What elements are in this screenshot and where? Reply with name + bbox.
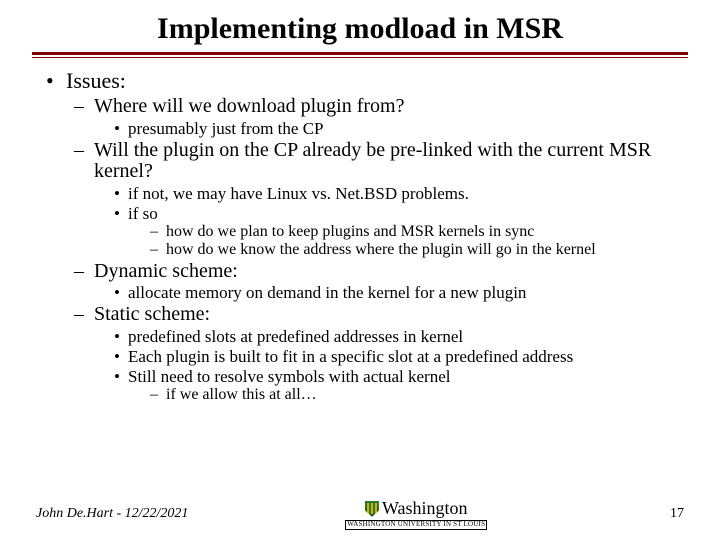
- l1-text: Issues:: [66, 68, 126, 93]
- l2-text: Dynamic scheme:: [94, 260, 238, 282]
- page-number: 17: [644, 506, 684, 522]
- l3-text: Still need to resolve symbols with actua…: [128, 367, 450, 386]
- l3-text: predefined slots at predefined addresses…: [128, 327, 463, 346]
- l3-text: allocate memory on demand in the kernel …: [128, 283, 526, 302]
- l3-text: Each plugin is built to fit in a specifi…: [128, 347, 573, 366]
- footer: John De.Hart - 12/22/2021 Washington WAS…: [0, 498, 720, 530]
- footer-logo: Washington WASHINGTON UNIVERSITY IN ST L…: [188, 498, 644, 530]
- l2-text: Static scheme:: [94, 303, 210, 325]
- footer-university: Washington: [382, 498, 468, 519]
- slide-title: Implementing modload in MSR: [36, 12, 684, 46]
- l2-text: Where will we download plugin from?: [94, 95, 404, 117]
- l4-text: if we allow this at all…: [166, 386, 317, 403]
- bullet-list: Issues: Where will we download plugin fr…: [40, 68, 684, 404]
- l3-text: if so: [128, 204, 158, 223]
- footer-university-sub: WASHINGTON UNIVERSITY IN ST LOUIS: [345, 520, 487, 530]
- l3-text: if not, we may have Linux vs. Net.BSD pr…: [128, 184, 469, 203]
- l2-text: Will the plugin on the CP already be pre…: [94, 139, 651, 183]
- footer-author-date: John De.Hart - 12/22/2021: [36, 506, 188, 522]
- shield-icon: [365, 501, 379, 517]
- l3-text: presumably just from the CP: [128, 119, 323, 138]
- l4-text: how do we know the address where the plu…: [166, 241, 596, 258]
- title-underline: [32, 52, 688, 58]
- slide: Implementing modload in MSR Issues: Wher…: [0, 0, 720, 540]
- l4-text: how do we plan to keep plugins and MSR k…: [166, 223, 534, 240]
